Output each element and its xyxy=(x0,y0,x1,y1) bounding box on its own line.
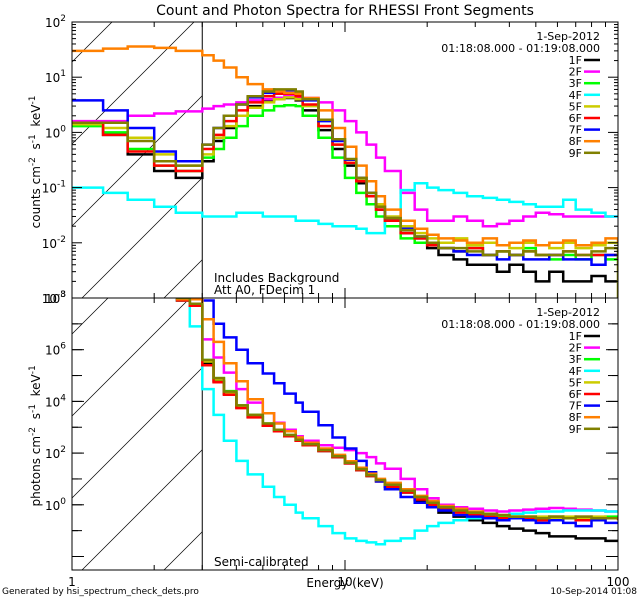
legend-label-6F: 6F xyxy=(569,388,582,401)
legend-label-2F: 2F xyxy=(569,342,582,355)
photon-plot-frame xyxy=(71,297,619,571)
legend-date: 1-Sep-2012 xyxy=(536,306,600,319)
hatch-line xyxy=(81,449,202,570)
hatch-line xyxy=(163,531,202,570)
photon-series-1F xyxy=(175,299,618,543)
legend-label-5F: 5F xyxy=(569,100,582,113)
hatch-line xyxy=(0,0,54,298)
legend-label-7F: 7F xyxy=(569,124,582,137)
y-tick-label: 100 xyxy=(45,124,66,140)
photon-series-4F xyxy=(175,299,618,546)
generated-timestamp: 10-Sep-2014 01:08 xyxy=(550,587,637,597)
y-tick-label: 10-2 xyxy=(42,235,66,251)
photon-series-9F xyxy=(175,298,618,520)
count-y-axis-label: counts cm-2 s-1 keV-1 xyxy=(28,92,43,229)
x-tick-label: 100 xyxy=(607,575,630,589)
legend-label-8F: 8F xyxy=(569,135,582,148)
legend-label-4F: 4F xyxy=(569,365,582,378)
annotation-text: Includes Background xyxy=(214,271,339,285)
y-tick-label: 101 xyxy=(45,69,66,85)
hatch-line xyxy=(72,298,191,417)
photon-hatched-region xyxy=(0,270,640,570)
count-spectrum-panel: 102 101 100 10-1 10-2 10-3 counts cm-2 s-1 keV… xyxy=(0,0,619,306)
hatch-line xyxy=(72,367,202,499)
count-series-2F xyxy=(72,95,618,228)
x-tick-label: 10 xyxy=(337,575,352,589)
x-axis-label: Energy (keV) xyxy=(306,576,383,590)
y-tick-label: 100 xyxy=(45,497,66,513)
photon-series-group xyxy=(175,298,618,546)
legend-label-7F: 7F xyxy=(569,400,582,413)
count-series-group xyxy=(72,45,618,298)
legend-label-1F: 1F xyxy=(569,330,582,343)
legend-label-5F: 5F xyxy=(569,376,582,389)
photon-y-axis-label: photons cm-2 s-1 keV-1 xyxy=(28,361,43,506)
generated-by-label: Generated by hsi_spectrum_check_dets.pro xyxy=(2,587,199,597)
legend-label-2F: 2F xyxy=(569,66,582,79)
annotation-text: Semi-calibrated xyxy=(214,555,309,569)
hatch-line xyxy=(72,298,109,335)
chart-title: Count and Photon Spectra for RHESSI Fron… xyxy=(156,3,534,19)
annotation-text: Att A0, FDecim 1 xyxy=(214,283,315,297)
legend-label-4F: 4F xyxy=(569,89,582,102)
y-tick-label: 102 xyxy=(45,445,66,461)
legend-label-1F: 1F xyxy=(569,54,582,67)
x-tick-label: 1 xyxy=(68,575,76,589)
legend-label-3F: 3F xyxy=(569,77,582,90)
legend-time-range: 01:18:08.000 - 01:19:08.000 xyxy=(441,42,600,55)
legend-label-9F: 9F xyxy=(569,147,582,160)
count-series-9F xyxy=(72,88,618,298)
legend-date: 1-Sep-2012 xyxy=(536,30,600,43)
legend-label-6F: 6F xyxy=(569,112,582,125)
hatch-line xyxy=(410,270,640,570)
hatch-line xyxy=(81,177,202,298)
legend-label-8F: 8F xyxy=(569,411,582,424)
y-tick-label: 10-1 xyxy=(42,180,66,196)
y-tick-label: 106 xyxy=(45,342,66,358)
y-tick-label: 104 xyxy=(45,393,66,409)
y-tick-label: 102 xyxy=(45,14,66,30)
y-tick-label: 10-3 xyxy=(42,290,66,306)
legend-label-3F: 3F xyxy=(569,353,582,366)
photon-series-7F xyxy=(175,298,618,528)
hatch-line xyxy=(0,270,54,570)
hatch-line xyxy=(72,22,113,63)
count-series-4F xyxy=(72,181,618,235)
legend-time-range: 01:18:08.000 - 01:19:08.000 xyxy=(441,318,600,331)
photon-series-6F xyxy=(175,299,618,522)
legend-label-9F: 9F xyxy=(569,423,582,436)
y-tick-label: 108 xyxy=(45,290,66,306)
